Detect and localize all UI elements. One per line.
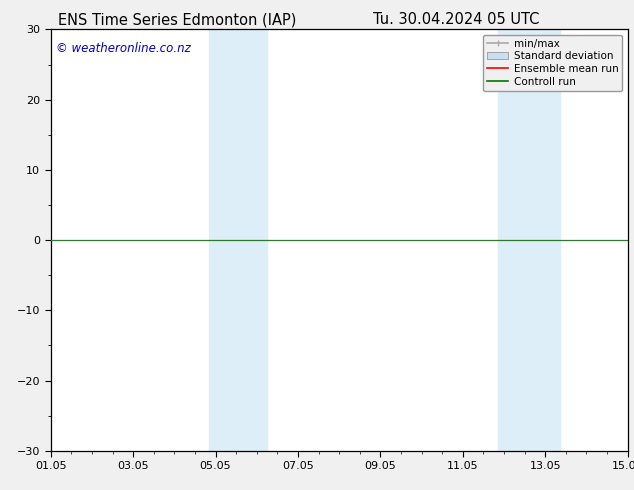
Bar xyxy=(498,29,560,451)
Text: Tu. 30.04.2024 05 UTC: Tu. 30.04.2024 05 UTC xyxy=(373,12,540,27)
Text: © weatheronline.co.nz: © weatheronline.co.nz xyxy=(56,42,191,55)
Legend: min/max, Standard deviation, Ensemble mean run, Controll run: min/max, Standard deviation, Ensemble me… xyxy=(483,35,623,91)
Bar xyxy=(209,29,267,451)
Text: ENS Time Series Edmonton (IAP): ENS Time Series Edmonton (IAP) xyxy=(58,12,297,27)
